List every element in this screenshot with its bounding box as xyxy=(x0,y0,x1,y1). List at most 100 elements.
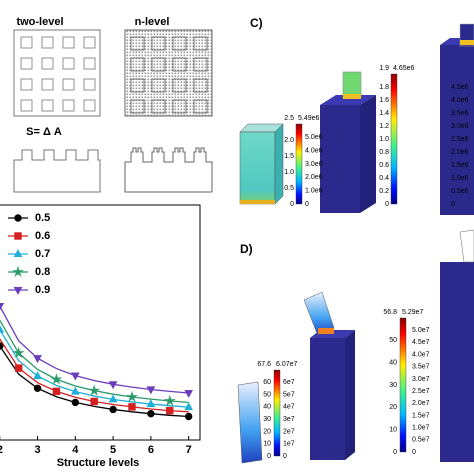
unit-square xyxy=(62,99,75,112)
formula: S= Δ A xyxy=(26,126,62,138)
unit-square xyxy=(151,78,166,93)
colorbar-label: 5.29e7 xyxy=(402,309,424,316)
legend-marker xyxy=(13,249,23,258)
panel-a: two-level n-level S= Δ A xyxy=(13,16,213,193)
colorbar-label: 4.65e6 xyxy=(393,65,415,72)
colorbar-label: 30 xyxy=(263,416,271,423)
block-side xyxy=(345,330,355,460)
colorbar-label: 10 xyxy=(389,427,397,434)
colorbar-label: 3.0e6 xyxy=(305,161,323,168)
colorbar-label: 1.0e7 xyxy=(412,424,430,431)
legend-label: 0.8 xyxy=(35,266,50,278)
colorbar-label: 1.4 xyxy=(379,110,389,117)
colorbar-label: 0 xyxy=(412,449,416,456)
colorbar-label: 56.8 xyxy=(383,309,397,316)
colorbar-label: 1e7 xyxy=(283,441,295,448)
colorbar-label: 30 xyxy=(389,382,397,389)
colorbar-label: 0.6 xyxy=(379,162,389,169)
colorbar-label: 3.0e7 xyxy=(412,376,430,383)
colorbar-label: 1.5e7 xyxy=(412,412,430,419)
marker xyxy=(126,390,138,403)
two-level-title: two-level xyxy=(16,16,63,28)
legend-label: 0.5 xyxy=(35,212,50,224)
marker xyxy=(70,372,80,381)
box-front xyxy=(239,131,276,205)
colorbar-label: 1.9 xyxy=(379,65,389,72)
marker xyxy=(184,412,193,421)
panel-c: C) xyxy=(239,16,474,215)
unit-square xyxy=(41,36,54,49)
colorbar-label: 2.0e6 xyxy=(451,149,469,156)
pillar-base xyxy=(318,328,334,334)
unit-square xyxy=(193,99,208,114)
panel-d: D) xyxy=(237,229,474,464)
colorbar-label: 0.8 xyxy=(379,149,389,156)
marker xyxy=(0,342,4,350)
colorbar-label: 2.5 xyxy=(284,115,294,122)
marker xyxy=(33,371,42,380)
colorbar-label: 50 xyxy=(263,391,271,398)
colorbar-label: 60 xyxy=(263,379,271,386)
block-front xyxy=(440,45,474,215)
panel-label: D) xyxy=(240,242,253,256)
unit-square xyxy=(83,78,96,91)
unit-square xyxy=(172,57,187,72)
marker xyxy=(70,386,80,395)
colorbar-label: 0.4 xyxy=(379,175,389,182)
colorbar-label: 0.5e6 xyxy=(451,188,469,195)
colorbar-label: 5.49e6 xyxy=(298,115,320,122)
unit-square xyxy=(172,36,187,51)
tilted-pillar xyxy=(459,229,474,263)
marker xyxy=(163,394,176,407)
line-chart: Structure levels 2 3 4 5 6 7 0.5 0.6 0.7 0.8 0.9 xyxy=(0,204,201,469)
colorbar-label: 0.5e7 xyxy=(412,437,430,444)
unit-square xyxy=(151,36,166,51)
colorbar-label: 5.0e6 xyxy=(305,134,323,141)
legend-marker xyxy=(12,265,24,278)
unit-square xyxy=(151,99,166,114)
marker xyxy=(147,409,155,418)
unit-square xyxy=(83,99,96,112)
legend-marker xyxy=(14,232,22,240)
colorbar-label: 3.5e7 xyxy=(412,364,430,371)
block-side xyxy=(360,95,376,213)
colorbar-label: 0.2 xyxy=(379,188,389,195)
x-axis-label: Structure levels xyxy=(57,457,140,469)
legend-label: 0.6 xyxy=(35,230,50,242)
marker xyxy=(0,325,5,333)
marker xyxy=(50,373,63,385)
colorbar-label: 50 xyxy=(389,337,397,344)
unit-square xyxy=(62,36,75,49)
colorbar-label: 1.6 xyxy=(379,97,389,104)
pillar-base xyxy=(460,40,474,45)
legend-marker xyxy=(14,214,22,222)
marker xyxy=(184,389,194,398)
x-tick-label: 3 xyxy=(34,444,40,456)
colorbar-label: 3e7 xyxy=(283,416,295,423)
n-level-title: n-level xyxy=(135,16,170,28)
marker xyxy=(90,397,98,406)
unit-square xyxy=(41,57,54,70)
block-front xyxy=(320,105,360,213)
marker xyxy=(88,384,101,396)
colorbar-label: 5e7 xyxy=(283,391,295,398)
colorbar-label: 0 xyxy=(305,201,309,208)
x-tick-label: 4 xyxy=(72,444,79,456)
series-line xyxy=(0,345,189,418)
unit-square xyxy=(172,78,187,93)
colorbar-label: 0 xyxy=(393,449,397,456)
box-side xyxy=(274,123,284,205)
colorbar-label: 1.5 xyxy=(284,153,294,160)
unit-square xyxy=(172,99,187,114)
marker xyxy=(146,386,156,395)
colorbar-label: 0 xyxy=(283,453,287,460)
colorbar-label: 0 xyxy=(451,201,455,208)
colorbar-label: 3.5e6 xyxy=(451,110,469,117)
legend-marker xyxy=(13,286,23,295)
tilted-box xyxy=(237,381,263,464)
colorbar-label: 4.0e6 xyxy=(305,148,323,155)
two-level-profile xyxy=(13,149,101,193)
x-tick-label: 6 xyxy=(148,444,154,456)
colorbar-label: 1.0e6 xyxy=(305,188,323,195)
